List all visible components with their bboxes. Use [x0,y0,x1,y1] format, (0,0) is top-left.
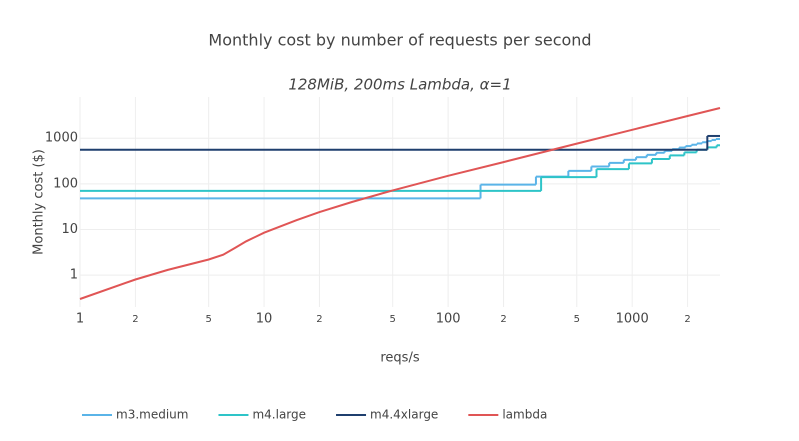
x-tick-label: 2 [132,314,138,325]
x-tick-label: 100 [436,312,461,327]
legend-label: m3.medium [116,408,188,422]
y-tick-label: 1 [70,268,78,283]
x-tick-label: 2 [500,314,506,325]
chart-title: Monthly cost by number of requests per s… [208,31,591,50]
x-axis-label: reqs/s [380,351,419,366]
x-tick-label: 2 [684,314,690,325]
y-tick-label: 10 [61,222,78,237]
line [79,107,721,300]
legend-label: lambda [502,408,547,422]
x-tick-label: 5 [574,314,580,325]
x-tick-label: 5 [390,314,396,325]
legend-label: m4.4xlarge [370,408,438,422]
y-tick-label: 100 [53,176,78,191]
x-tick-label: 1000 [616,312,649,327]
y-tick-label: 1000 [45,131,78,146]
chart-subtitle: 128MiB, 200ms Lambda, α=1 [288,76,511,94]
x-tick-label: 2 [316,314,322,325]
x-tick-label: 5 [205,314,211,325]
x-tick-label: 10 [256,312,273,327]
x-tick-label: 1 [76,312,84,327]
legend-label: m4.large [252,408,306,422]
y-axis-label: Monthly cost ($) [32,149,47,255]
